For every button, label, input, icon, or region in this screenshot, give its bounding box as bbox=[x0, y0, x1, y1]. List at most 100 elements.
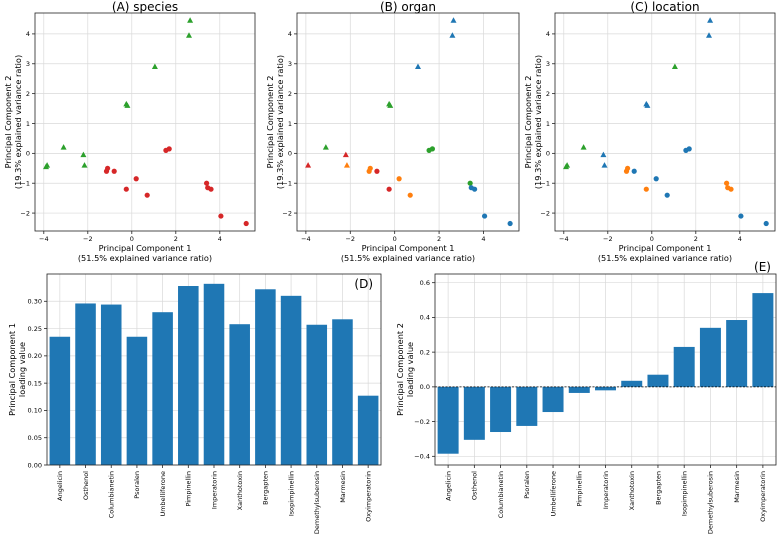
circle-point bbox=[738, 213, 744, 219]
circle-point bbox=[386, 186, 392, 192]
triangle-point bbox=[601, 162, 608, 168]
plot-frame bbox=[554, 12, 776, 232]
circle-point bbox=[507, 220, 513, 227]
y-tick-label: 2 bbox=[546, 90, 550, 98]
circle-point bbox=[103, 168, 110, 174]
circle-point bbox=[429, 146, 436, 152]
bar-demethylsuberosin bbox=[306, 324, 328, 465]
y-tick-label: 3 bbox=[26, 60, 30, 68]
plot-frame bbox=[34, 12, 256, 232]
x-tick-label: Osthenol bbox=[471, 471, 479, 500]
y-tick-label: 3 bbox=[546, 60, 550, 68]
circle-point bbox=[763, 220, 769, 227]
bar-osthenol bbox=[75, 303, 96, 465]
x-tick-label: Bergapten bbox=[262, 471, 270, 505]
x-tick-label: 0 bbox=[393, 235, 397, 243]
x-tick-label: Demethylsuberosin bbox=[313, 471, 321, 534]
x-tick-label: Oxyimperatorin bbox=[759, 471, 767, 522]
triangle-point bbox=[707, 17, 714, 23]
circle-point bbox=[664, 192, 670, 198]
x-tick-label: Marmesin bbox=[733, 471, 741, 503]
x-tick-label: −2 bbox=[603, 235, 613, 243]
bar-angelicin bbox=[49, 336, 71, 465]
triangle-point bbox=[124, 102, 131, 108]
triangle-point bbox=[449, 32, 456, 38]
y-tick-label: −2 bbox=[20, 209, 30, 217]
triangle-point bbox=[387, 102, 394, 108]
scatter-panel-organ: −4 −2 0 2 4 −2 −1 0 1 2 3 4 (B) organ Principal Compo… bbox=[265, 0, 520, 263]
x-tick-label: −4 bbox=[559, 235, 569, 243]
x-tick-label: Umbelliferone bbox=[549, 471, 557, 517]
circle-point bbox=[374, 168, 380, 174]
bar-marmesin bbox=[726, 320, 748, 387]
circle-point bbox=[166, 146, 172, 152]
x-tick-label: Angelicin bbox=[444, 471, 452, 501]
y-tick-label: −1 bbox=[540, 180, 550, 188]
bar-psoralen bbox=[126, 336, 148, 465]
x-tick-label: −4 bbox=[301, 235, 311, 243]
triangle-point bbox=[44, 162, 51, 168]
plot-frame bbox=[46, 273, 382, 466]
circle-point bbox=[133, 176, 139, 182]
circle-point bbox=[724, 180, 730, 186]
x-tick-label: Xanthotoxin bbox=[236, 471, 244, 510]
triangle-point bbox=[151, 63, 158, 70]
triangle-point bbox=[414, 63, 421, 70]
panel-title: (C) location bbox=[630, 0, 699, 14]
bar-angelicin bbox=[437, 386, 459, 454]
x-tick-label: 4 bbox=[218, 235, 222, 243]
bar-demethylsuberosin bbox=[699, 327, 721, 387]
triangle-point bbox=[580, 144, 587, 150]
bar-psoralen bbox=[516, 386, 538, 426]
y-tick-label: 0.2 bbox=[420, 348, 430, 356]
scatter-panel-location: −4 −2 0 2 4 −2 −1 0 1 2 3 4 (C) location Principal Co… bbox=[523, 0, 776, 263]
y-tick-label: 0.00 bbox=[28, 461, 42, 469]
circle-point bbox=[653, 176, 659, 182]
bar-imperatorin bbox=[595, 386, 616, 391]
x-axis-label: Principal Component 1 (51.5% explained va… bbox=[341, 243, 475, 263]
triangle-point bbox=[81, 162, 88, 168]
x-tick-label: Pimpinellin bbox=[576, 471, 584, 507]
x-tick-label: 2 bbox=[437, 235, 441, 243]
bar-isopimpinellin bbox=[673, 346, 695, 387]
y-tick-label: −2 bbox=[540, 209, 550, 217]
circle-point bbox=[111, 168, 117, 174]
y-tick-label: 2 bbox=[26, 90, 30, 98]
y-axis-label: Principal Component 2loading value bbox=[395, 323, 415, 416]
circle-point bbox=[467, 180, 473, 186]
x-tick-label: Isopimpinellin bbox=[680, 471, 688, 516]
bar-pimpinellin bbox=[178, 286, 199, 465]
x-tick-label: Imperatorin bbox=[602, 471, 610, 509]
x-tick-label: Psoralen bbox=[523, 471, 531, 499]
panel-title: (A) species bbox=[112, 0, 178, 14]
x-axis-label: Principal Component 1 (51.5% explained va… bbox=[598, 243, 732, 263]
x-tick-label: Marmesin bbox=[339, 471, 347, 503]
circle-point bbox=[623, 168, 630, 174]
x-tick-label: Bergapten bbox=[654, 471, 662, 505]
y-tick-label: −1 bbox=[282, 180, 292, 188]
x-tick-label: Imperatorin bbox=[210, 471, 218, 509]
y-tick-label: 1 bbox=[546, 120, 550, 128]
bar-umbelliferone bbox=[542, 386, 564, 413]
circle-point bbox=[144, 192, 150, 198]
panel-title: (D) bbox=[354, 277, 373, 291]
y-tick-label: 4 bbox=[546, 30, 550, 38]
bar-bergapten bbox=[255, 289, 276, 465]
bar-bergapten bbox=[647, 374, 669, 387]
bar-xanthotoxin bbox=[229, 324, 250, 465]
circle-point bbox=[366, 168, 372, 174]
triangle-point bbox=[600, 151, 607, 158]
circle-point bbox=[204, 180, 210, 186]
triangle-point bbox=[305, 162, 312, 168]
bar-isopimpinellin bbox=[280, 295, 302, 465]
plot-frame bbox=[434, 273, 777, 466]
triangle-point bbox=[186, 32, 192, 38]
y-axis-label: Principal Component 2(19.3% explained va… bbox=[265, 55, 285, 189]
circle-point bbox=[218, 213, 224, 219]
y-tick-label: 2 bbox=[288, 90, 292, 98]
x-tick-label: Psoralen bbox=[133, 471, 141, 499]
y-tick-label: 0 bbox=[26, 150, 30, 158]
y-tick-label: 0.30 bbox=[28, 298, 42, 306]
circle-point bbox=[481, 213, 488, 219]
y-tick-label: 0.0 bbox=[420, 383, 430, 391]
